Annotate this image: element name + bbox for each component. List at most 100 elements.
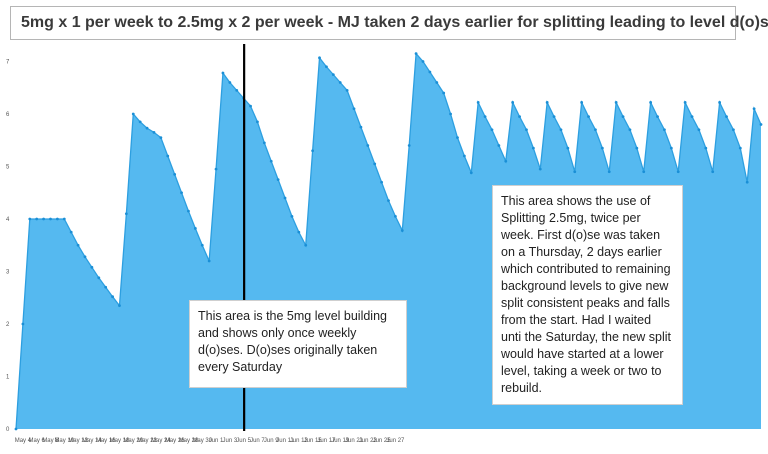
data-point [173, 172, 177, 176]
y-tick-label: 4 [6, 217, 10, 223]
data-point [166, 154, 170, 158]
x-tick-label: May 16 [96, 438, 116, 444]
x-tick-label: May 20 [123, 438, 143, 444]
data-point [235, 88, 239, 92]
data-point [297, 230, 301, 234]
data-point [580, 101, 584, 104]
data-point [366, 144, 370, 147]
x-tick-label: Jun 3 [222, 438, 237, 444]
data-point [745, 180, 749, 184]
data-point [228, 81, 232, 84]
annotation-weekly-dose: This area is the 5mg level building and … [189, 300, 407, 388]
data-point [649, 101, 653, 104]
data-point [704, 146, 708, 150]
data-point [511, 101, 515, 104]
data-point [545, 101, 549, 104]
data-point [676, 170, 680, 174]
data-point [462, 154, 466, 158]
data-point [90, 265, 94, 269]
data-point [690, 115, 694, 119]
data-point [187, 209, 190, 213]
data-point [449, 112, 452, 116]
data-point [490, 128, 494, 132]
x-tick-label: May 8 [42, 438, 59, 444]
data-point [421, 60, 425, 63]
data-point [407, 144, 411, 147]
data-point [124, 212, 128, 216]
data-point [200, 243, 204, 247]
data-point [338, 81, 342, 84]
data-point [738, 146, 742, 150]
y-axis-ticks: 0 1 2 3 4 5 6 7 [6, 60, 10, 434]
data-point [83, 255, 87, 259]
data-point [642, 170, 646, 174]
data-point [607, 170, 611, 174]
data-point [732, 128, 735, 132]
data-point [414, 52, 418, 56]
data-point [428, 70, 432, 74]
data-point [118, 304, 121, 308]
data-point [69, 230, 73, 234]
data-point [152, 130, 156, 134]
data-point [525, 128, 528, 132]
y-tick-label: 3 [6, 270, 10, 276]
data-point [21, 322, 25, 326]
data-point [138, 120, 142, 124]
data-point [111, 295, 114, 299]
x-tick-label: Jun 27 [386, 438, 405, 444]
x-tick-label: Jun 9 [264, 438, 279, 444]
x-tick-label: Jun 1 [209, 438, 224, 444]
data-point [304, 243, 308, 247]
data-point [276, 178, 280, 182]
data-point [104, 285, 108, 289]
data-point [131, 112, 135, 116]
data-point [759, 123, 763, 126]
data-point [325, 65, 328, 69]
x-tick-label: May 10 [54, 438, 74, 444]
data-point [400, 229, 404, 232]
y-tick-label: 2 [6, 322, 10, 328]
data-point [456, 136, 459, 140]
x-tick-label: Jun 7 [250, 438, 265, 444]
data-point [683, 101, 687, 104]
data-point [159, 136, 163, 140]
data-point [538, 167, 542, 171]
y-tick-label: 7 [6, 60, 10, 66]
data-point [373, 162, 377, 166]
x-tick-label: Jun 19 [331, 438, 350, 444]
data-point [628, 128, 632, 132]
x-tick-label: Jun 5 [236, 438, 251, 444]
data-point [387, 199, 390, 203]
y-tick-label: 5 [6, 165, 10, 171]
data-point [145, 126, 149, 130]
x-tick-label: Jun 23 [359, 438, 378, 444]
data-point [697, 128, 701, 132]
data-point [504, 159, 508, 163]
annotation-split-dose: This area shows the use of Splitting 2.5… [492, 185, 683, 405]
data-point [483, 115, 487, 119]
data-point [393, 214, 397, 218]
data-point [476, 101, 480, 104]
data-point [559, 128, 563, 132]
data-point [359, 125, 363, 129]
data-point [663, 128, 666, 132]
data-point [600, 146, 604, 150]
data-point [614, 101, 618, 104]
y-tick-label: 6 [6, 112, 10, 118]
y-tick-label: 1 [6, 375, 10, 381]
data-point [345, 88, 349, 92]
x-tick-label: Jun 17 [317, 438, 336, 444]
x-tick-label: Jun 13 [290, 438, 309, 444]
data-point [62, 217, 66, 221]
x-tick-label: May 12 [68, 438, 88, 444]
data-point [97, 276, 101, 280]
x-tick-label: May 30 [192, 438, 212, 444]
data-point [76, 243, 80, 247]
data-point [14, 427, 18, 431]
x-tick-label: May 18 [110, 438, 130, 444]
data-point [552, 115, 556, 119]
x-tick-label: Jun 11 [276, 438, 294, 444]
x-tick-label: May 22 [137, 438, 157, 444]
x-tick-label: Jun 25 [373, 438, 392, 444]
data-point [180, 191, 183, 195]
